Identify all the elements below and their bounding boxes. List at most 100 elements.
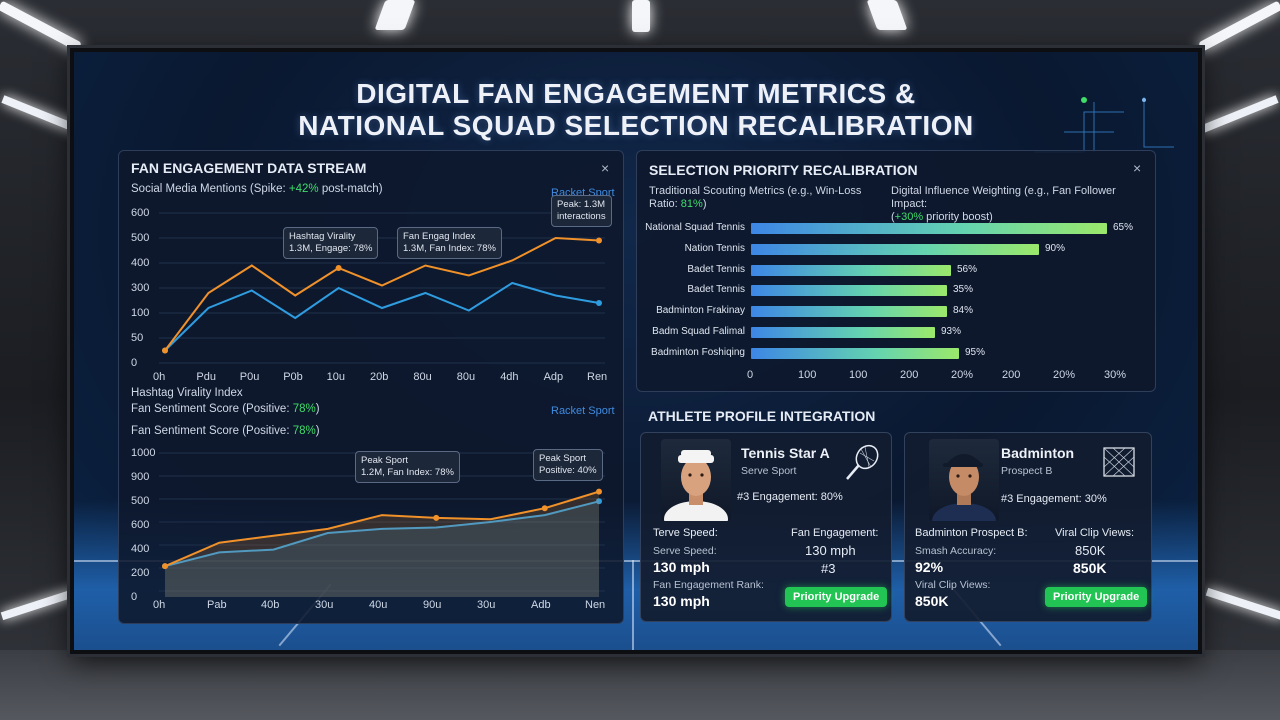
mentions-line-chart xyxy=(159,212,605,364)
panel-title: SELECTION PRIORITY RECALIBRATION xyxy=(649,162,918,178)
close-icon[interactable]: × xyxy=(1133,160,1142,176)
bar-value: 95% xyxy=(965,346,986,358)
stat-value: 92% xyxy=(915,559,944,575)
title-line-2: NATIONAL SQUAD SELECTION RECALIBRATION xyxy=(298,110,974,141)
x-tick: 4dh xyxy=(500,371,519,383)
stat-label: Smash Accuracy: xyxy=(915,545,997,557)
y-tick: 900 xyxy=(131,471,150,483)
stat-value: 850K xyxy=(915,593,949,609)
data-point xyxy=(162,563,168,570)
bar-label: Badet Tennis xyxy=(687,263,745,275)
ceiling-light xyxy=(0,0,82,52)
page-title: DIGITAL FAN ENGAGEMENT METRICS & NATIONA… xyxy=(74,78,1198,142)
bar-value: 93% xyxy=(941,326,962,337)
stat-value: 130 mph xyxy=(805,543,856,558)
y-tick: 600 xyxy=(131,207,150,219)
tennis-racket-icon xyxy=(846,444,879,480)
ceiling-light xyxy=(1198,0,1280,52)
stat-label: Fan Engagement Rank: xyxy=(653,579,764,591)
stat-value: 850K xyxy=(1073,560,1107,576)
y-tick: 100 xyxy=(131,307,150,319)
stat-label: Serve Speed: xyxy=(653,545,717,557)
tooltip-hashtag: Hashtag Virality 1.3M, Engage: 78% xyxy=(283,227,379,259)
x-tick: 200 xyxy=(1002,369,1021,381)
ceiling-light xyxy=(632,0,650,32)
series-line xyxy=(164,281,600,352)
x-tick: Pdu xyxy=(196,371,216,383)
selection-priority-panel: SELECTION PRIORITY RECALIBRATION × Tradi… xyxy=(636,150,1156,392)
data-point xyxy=(596,488,602,495)
bar-label: National Squad Tennis xyxy=(645,222,745,233)
engagement-rank: #3 Engagement: 80% xyxy=(737,491,843,503)
wall-light xyxy=(1,95,79,133)
y-tick: 50 xyxy=(131,332,144,344)
priority-bar xyxy=(751,306,947,318)
x-tick: 0h xyxy=(153,371,166,383)
tooltip-peak-sport: Peak Sport 1.2M, Fan Index: 78% xyxy=(355,451,460,483)
avatar xyxy=(661,439,731,521)
x-tick: 0h xyxy=(153,599,166,611)
priority-bar xyxy=(751,243,1039,255)
y-tick: 0 xyxy=(131,591,138,603)
floor xyxy=(0,650,1280,720)
x-tick: P0u xyxy=(239,371,260,383)
series-area xyxy=(165,491,599,597)
stat-value: 130 mph xyxy=(653,559,710,575)
sentiment-label: Fan Sentiment Score (Positive: 78%) xyxy=(131,403,320,415)
series-label-bottom: Racket Sport xyxy=(551,405,615,417)
athlete-card-badminton[interactable]: Badminton Prospect B #3 Engagement: 30% … xyxy=(904,432,1152,622)
stat-label: Fan Engagement: xyxy=(791,527,879,539)
digital-influence-desc: Digital Influence Weighting (e.g., Fan F… xyxy=(891,185,1116,223)
stat-label: Viral Clip Views: xyxy=(1055,527,1135,539)
y-tick: 0 xyxy=(131,357,138,369)
x-tick: 40u xyxy=(369,599,388,611)
title-line-1: DIGITAL FAN ENGAGEMENT METRICS & xyxy=(356,78,916,109)
stat-value: 850K xyxy=(1075,543,1106,558)
series-line xyxy=(164,500,600,568)
close-icon[interactable]: × xyxy=(601,160,610,176)
priority-bar xyxy=(751,285,947,297)
bar-label: Badet Tennis xyxy=(687,284,745,296)
x-tick: Pab xyxy=(207,599,227,611)
stat-label: Viral Clip Views: xyxy=(915,579,991,591)
x-tick: 30% xyxy=(1104,369,1127,381)
y-tick: 600 xyxy=(131,519,150,531)
bar-value: 90% xyxy=(1045,242,1066,254)
traditional-metrics-desc: Traditional Scouting Metrics (e.g., Win-… xyxy=(649,185,862,210)
priority-upgrade-button[interactable]: Priority Upgrade xyxy=(1045,587,1148,607)
athlete-name: Tennis Star A xyxy=(741,445,830,461)
x-tick: 80u xyxy=(456,371,476,383)
virality-index-label: Hashtag Virality Index xyxy=(131,387,243,399)
wall-light xyxy=(1201,95,1279,133)
section-title: ATHLETE PROFILE INTEGRATION xyxy=(648,408,876,424)
fan-engagement-panel: FAN ENGAGEMENT DATA STREAM × Social Medi… xyxy=(118,150,624,624)
x-tick: 100 xyxy=(798,369,817,381)
x-tick: 40b xyxy=(261,599,280,611)
x-tick: 10u xyxy=(326,371,345,383)
x-tick: Nen xyxy=(585,599,606,611)
x-tick: Adb xyxy=(531,599,551,611)
tooltip-positive: Peak Sport Positive: 40% xyxy=(533,449,603,481)
data-point xyxy=(596,237,602,244)
x-tick: 90u xyxy=(423,599,442,611)
stat-label: Terve Speed: xyxy=(653,527,718,539)
data-point xyxy=(335,265,342,271)
bar-value: 65% xyxy=(1113,222,1134,233)
data-point xyxy=(596,498,602,505)
priority-upgrade-button[interactable]: Priority Upgrade xyxy=(785,587,888,607)
y-tick: 500 xyxy=(131,495,150,507)
ceiling-light xyxy=(866,0,908,30)
tooltip-fan-index: Fan Engag Index 1.3M, Fan Index: 78% xyxy=(397,227,502,259)
y-tick: 400 xyxy=(131,543,150,555)
y-tick: 200 xyxy=(131,567,150,579)
engagement-rank: #3 Engagement: 30% xyxy=(1001,493,1107,505)
priority-bar xyxy=(751,264,951,276)
panel-title: FAN ENGAGEMENT DATA STREAM xyxy=(131,160,367,176)
athlete-card-tennis[interactable]: Tennis Star A Serve Sport #3 Engagement:… xyxy=(640,432,892,622)
y-tick: 400 xyxy=(131,257,150,269)
athlete-sport: Serve Sport xyxy=(741,465,797,477)
x-tick: 200 xyxy=(900,369,919,381)
athlete-name: Badminton xyxy=(1001,445,1075,461)
data-point xyxy=(162,347,168,354)
